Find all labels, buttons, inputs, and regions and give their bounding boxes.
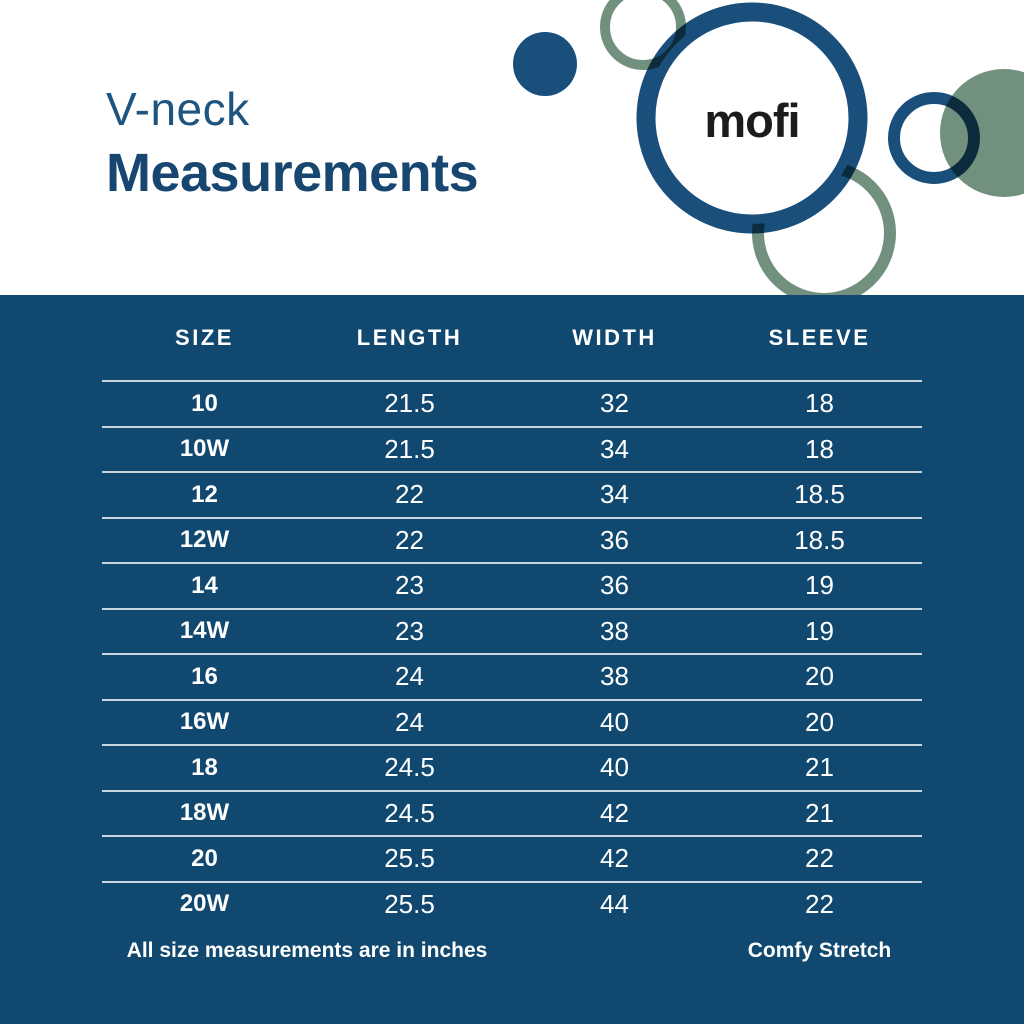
sleeve-cell: 22 xyxy=(805,888,834,919)
length-cell: 23 xyxy=(395,615,424,646)
table-footer: All size measurements are in inches Comf… xyxy=(102,939,922,963)
width-cell: 42 xyxy=(600,843,629,874)
width-cell: 32 xyxy=(600,388,629,419)
size-row: 16 24 38 20 xyxy=(102,654,922,700)
size-row: 10W 21.5 34 18 xyxy=(102,426,922,473)
sleeve-cell: 18 xyxy=(805,388,834,419)
size-cell: 20W xyxy=(179,890,230,918)
size-cell: 12W xyxy=(179,526,230,554)
length-cell: 25.5 xyxy=(384,843,435,874)
sleeve-cell: 22 xyxy=(805,843,834,874)
title-line-product: V-neck xyxy=(106,83,250,135)
sleeve-cell: 21 xyxy=(805,797,834,828)
sleeve-cell: 20 xyxy=(805,706,834,737)
size-cell: 20 xyxy=(191,844,218,872)
width-cell: 40 xyxy=(600,706,629,737)
size-row: 10 21.5 32 18 xyxy=(102,381,922,427)
length-cell: 22 xyxy=(395,479,424,510)
length-cell: 24 xyxy=(395,706,424,737)
length-cell: 24.5 xyxy=(384,752,435,783)
size-row: 12 22 34 18.5 xyxy=(102,472,922,518)
sleeve-cell: 20 xyxy=(805,661,834,692)
page-title: V-neck Measurements xyxy=(106,83,479,203)
sleeve-cell: 18.5 xyxy=(794,524,845,555)
size-table-body: 10 21.5 32 18 10W 21.5 34 18 12 22 34 18… xyxy=(102,381,922,926)
length-cell: 24.5 xyxy=(384,797,435,828)
title-line-measurements: Measurements xyxy=(106,143,479,203)
size-row: 18 24.5 40 21 xyxy=(102,745,922,791)
header-row: SIZE LENGTH WIDTH SLEEVE xyxy=(102,295,922,381)
width-cell: 34 xyxy=(600,433,629,464)
size-row: 20W 25.5 44 22 xyxy=(102,881,922,927)
measurements-section: SIZE LENGTH WIDTH SLEEVE 10 21.5 32 18 1… xyxy=(0,295,1024,1024)
fabric-note: Comfy Stretch xyxy=(747,939,892,962)
units-note: All size measurements are in inches xyxy=(126,939,488,962)
sleeve-cell: 18 xyxy=(805,433,834,464)
navy-dot xyxy=(513,32,577,96)
length-cell: 23 xyxy=(395,570,424,601)
decorative-circles xyxy=(513,0,1024,295)
size-cell: 10W xyxy=(179,435,230,463)
length-cell: 21.5 xyxy=(384,433,435,464)
width-cell: 40 xyxy=(600,752,629,783)
sleeve-cell: 19 xyxy=(805,615,834,646)
column-header-width: WIDTH xyxy=(572,324,657,350)
width-cell: 34 xyxy=(600,479,629,510)
size-cell: 10 xyxy=(191,389,218,417)
width-cell: 38 xyxy=(600,615,629,646)
size-row: 20 25.5 42 22 xyxy=(102,836,922,882)
length-cell: 25.5 xyxy=(384,888,435,919)
column-header-length: LENGTH xyxy=(356,324,463,350)
size-row: 16W 24 40 20 xyxy=(102,699,922,746)
width-cell: 36 xyxy=(600,524,629,555)
logo-disc xyxy=(646,12,858,224)
logo-ring xyxy=(636,2,868,234)
size-row: 14W 23 38 19 xyxy=(102,608,922,655)
sleeve-cell: 21 xyxy=(805,752,834,783)
size-row: 18W 24.5 42 21 xyxy=(102,790,922,837)
size-table-header: SIZE LENGTH WIDTH SLEEVE xyxy=(102,295,922,381)
width-cell: 38 xyxy=(600,661,629,692)
navy-ring-small xyxy=(888,92,980,184)
sleeve-cell: 18.5 xyxy=(794,479,845,510)
size-cell: 16 xyxy=(191,662,218,690)
width-cell: 36 xyxy=(600,570,629,601)
brand-logo: mofi xyxy=(704,94,800,147)
hero-section: V-neck Measurements mofi xyxy=(0,0,1024,295)
size-cell: 14 xyxy=(191,571,218,599)
size-cell: 16W xyxy=(179,708,230,736)
size-cell: 18W xyxy=(179,799,230,827)
width-cell: 44 xyxy=(600,888,629,919)
length-cell: 22 xyxy=(395,524,424,555)
size-cell: 12 xyxy=(191,480,218,508)
sleeve-cell: 19 xyxy=(805,570,834,601)
length-cell: 21.5 xyxy=(384,388,435,419)
size-row: 14 23 36 19 xyxy=(102,563,922,609)
column-header-size: SIZE xyxy=(175,324,234,350)
footer-spacer xyxy=(512,939,717,963)
column-header-sleeve: SLEEVE xyxy=(768,324,871,350)
size-row: 12W 22 36 18.5 xyxy=(102,517,922,564)
size-cell: 18 xyxy=(191,753,218,781)
size-table: SIZE LENGTH WIDTH SLEEVE 10 21.5 32 18 1… xyxy=(102,295,922,926)
width-cell: 42 xyxy=(600,797,629,828)
length-cell: 24 xyxy=(395,661,424,692)
size-cell: 14W xyxy=(179,617,230,645)
